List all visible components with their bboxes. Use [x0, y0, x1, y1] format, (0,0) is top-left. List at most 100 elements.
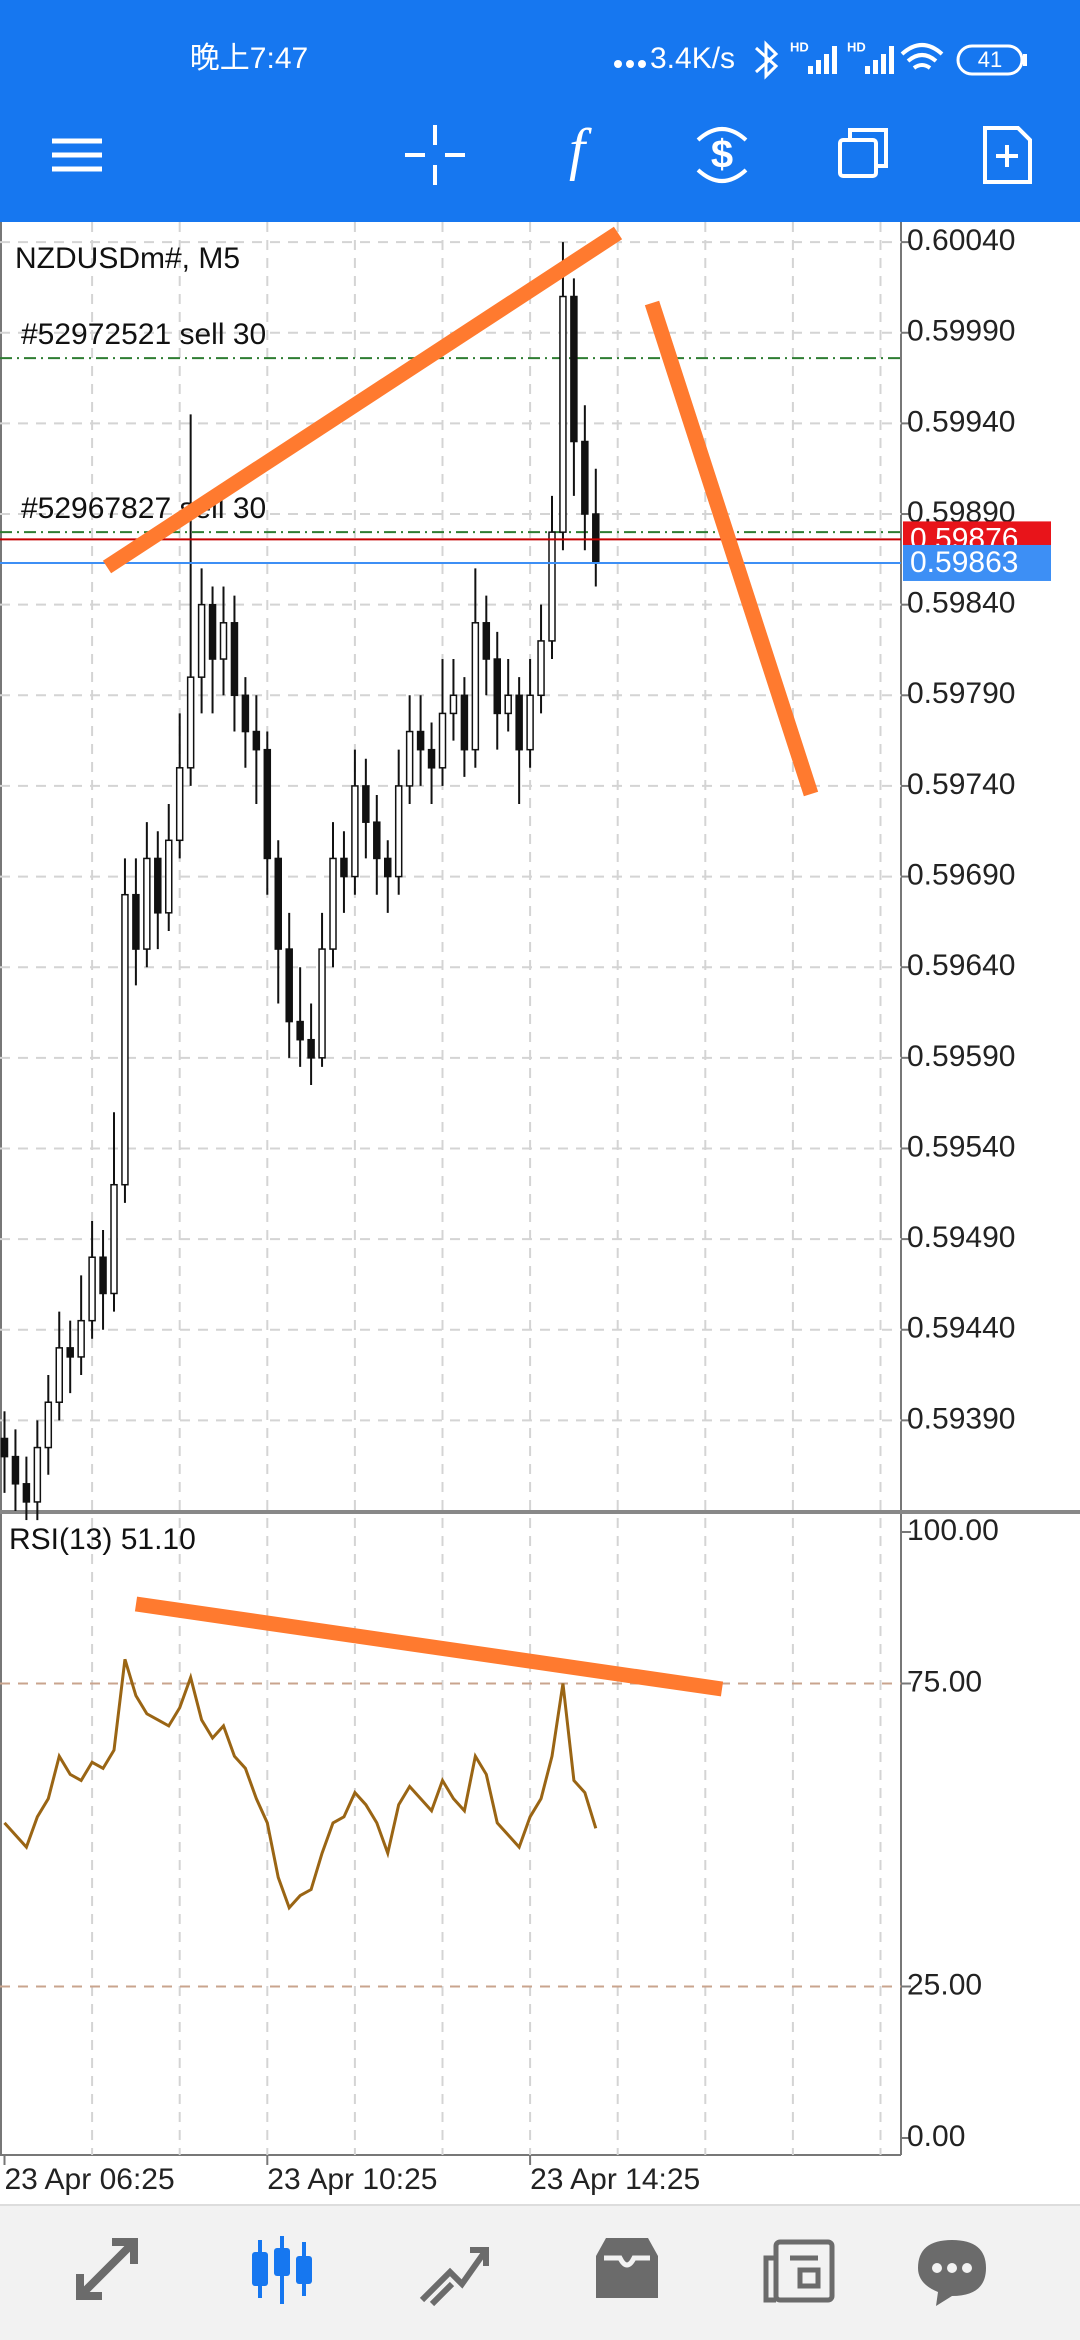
signal-icon	[865, 46, 894, 74]
candle-body	[537, 640, 545, 697]
candle-body	[405, 730, 414, 787]
rsi-tick-label: 25.00	[907, 1968, 982, 2001]
candle-body	[274, 857, 282, 950]
candle-body	[570, 295, 578, 443]
wifi-icon	[900, 43, 944, 70]
candle-body	[471, 622, 480, 751]
candle-body	[482, 622, 491, 660]
trade-tab[interactable]	[419, 2247, 489, 2307]
x-tick-label: 23 Apr 06:25	[5, 2163, 175, 2196]
candle-body	[504, 694, 512, 715]
candle-body	[285, 948, 293, 1023]
network-speed: 3.4K/s	[650, 42, 735, 75]
candle-body	[22, 1483, 31, 1503]
trend-line	[102, 226, 623, 574]
candle-body	[241, 694, 250, 733]
candle-body	[515, 694, 523, 751]
candle-body	[66, 1347, 74, 1358]
y-tick-label: 0.59840	[907, 587, 1015, 620]
y-tick-label: 0.59990	[907, 315, 1015, 348]
y-tick-label: 0.59490	[907, 1221, 1015, 1254]
bluetooth-icon	[754, 40, 779, 80]
hd-label: HD	[847, 39, 866, 54]
rsi-tick-label: 75.00	[907, 1665, 982, 1698]
ask-box	[903, 544, 1051, 581]
hd-label: HD	[790, 39, 809, 54]
candle-body	[427, 748, 436, 769]
candle-body	[362, 785, 370, 823]
candle-body	[121, 893, 129, 1186]
trend-lines	[102, 226, 819, 1697]
y-tick-label: 0.59590	[907, 1040, 1015, 1073]
candle-body	[394, 785, 403, 878]
y-tick-label: 0.59940	[907, 405, 1015, 438]
candle-body	[175, 767, 184, 842]
battery-level: 41	[978, 47, 1002, 72]
rsi-label: RSI(13) 51.10	[9, 1523, 196, 1556]
clock: 晚上7:47	[190, 42, 308, 75]
candle-body	[55, 1347, 63, 1403]
candle-body	[526, 694, 534, 751]
chart-tab[interactable]	[252, 2236, 312, 2304]
rsi-line	[3, 1658, 598, 1911]
candle-body	[11, 1455, 20, 1485]
candle-body	[99, 1256, 107, 1295]
news-tab[interactable]	[763, 2239, 835, 2303]
vertical-grid	[91, 222, 882, 2155]
y-tick-label: 0.59740	[907, 768, 1015, 801]
candle-body	[208, 603, 217, 660]
ask-label: 0.59863	[910, 546, 1018, 579]
candle-body	[460, 694, 469, 751]
candle-body	[110, 1183, 118, 1295]
candle-body	[143, 857, 151, 950]
dots-icon	[614, 60, 646, 68]
candle-body	[230, 622, 239, 697]
trade-button[interactable]: $	[696, 127, 748, 183]
y-tick-label: 0.59640	[907, 949, 1015, 982]
candle-body	[132, 893, 140, 950]
crosshair-button[interactable]	[405, 125, 465, 185]
candle-body	[197, 603, 206, 678]
candle-body	[373, 821, 381, 860]
x-tick-label: 23 Apr 14:25	[530, 2163, 700, 2196]
y-tick-label: 0.59440	[907, 1312, 1015, 1345]
candle-body	[33, 1446, 42, 1503]
trend-line	[644, 300, 819, 797]
candle-body	[263, 748, 272, 860]
candle-body	[340, 857, 348, 878]
battery-tip	[1023, 54, 1027, 66]
candle-body	[548, 531, 556, 642]
y-tick-label: 0.59540	[907, 1130, 1015, 1163]
candle-body	[559, 295, 567, 533]
quotes-tab[interactable]	[76, 2238, 138, 2300]
candle-body	[186, 676, 195, 769]
x-tick-label: 23 Apr 10:25	[267, 2163, 437, 2196]
order-label: #52972521 sell 30	[21, 318, 266, 351]
candle-body	[296, 1020, 304, 1041]
windows-button[interactable]	[838, 128, 888, 178]
y-tick-label: 0.60040	[907, 224, 1015, 257]
candle-body	[307, 1038, 315, 1059]
candle-body	[154, 857, 162, 914]
rsi-tick-label: 100.00	[907, 1514, 999, 1547]
candle-body	[329, 857, 337, 950]
candle-body	[581, 440, 589, 515]
trend-line	[134, 1596, 724, 1697]
menu-button[interactable]	[52, 138, 102, 172]
chat-tab[interactable]	[918, 2240, 986, 2306]
candle-body	[77, 1319, 85, 1358]
candle-body	[493, 658, 501, 715]
svg-text:$: $	[711, 133, 733, 177]
candle-body	[449, 694, 458, 715]
battery-icon	[956, 44, 1024, 76]
candle-body	[88, 1256, 96, 1322]
candle-body	[0, 1437, 9, 1458]
new-order-button[interactable]	[983, 126, 1032, 184]
candle-body	[384, 857, 392, 878]
history-tab[interactable]	[596, 2238, 658, 2298]
symbol-label: NZDUSDm#, M5	[15, 242, 240, 275]
candle-body	[252, 730, 261, 751]
y-tick-label: 0.59790	[907, 677, 1015, 710]
y-tick-label: 0.59390	[907, 1402, 1015, 1435]
